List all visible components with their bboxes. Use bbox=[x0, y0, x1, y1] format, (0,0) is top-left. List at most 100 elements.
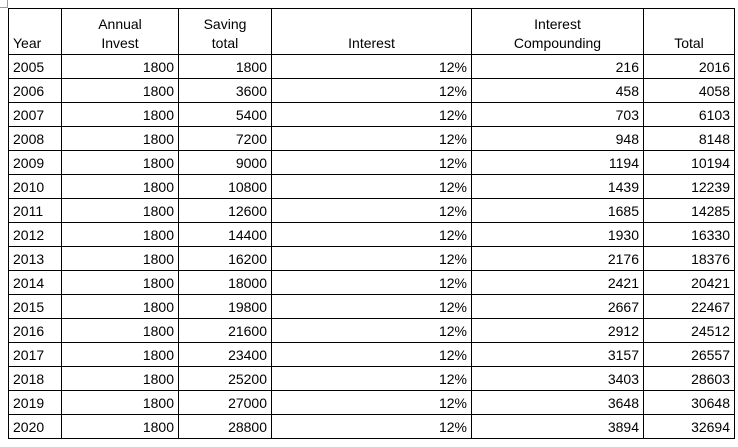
cell-year[interactable]: 2005 bbox=[8, 54, 62, 79]
cell-interest[interactable]: 12% bbox=[271, 150, 472, 175]
cell-year[interactable]: 2012 bbox=[8, 222, 62, 247]
cell-year[interactable]: 2006 bbox=[8, 78, 62, 103]
cell-interest[interactable]: 12% bbox=[271, 126, 472, 151]
cell-annual-invest[interactable]: 1800 bbox=[61, 246, 179, 271]
cell-total[interactable]: 4058 bbox=[643, 78, 735, 103]
cell-annual-invest[interactable]: 1800 bbox=[61, 318, 179, 343]
cell-annual-invest[interactable]: 1800 bbox=[61, 222, 179, 247]
cell-saving-total[interactable]: 14400 bbox=[178, 222, 272, 247]
cell-total[interactable]: 28603 bbox=[643, 366, 735, 391]
cell-interest-compounding[interactable]: 948 bbox=[471, 126, 644, 151]
cell-interest[interactable]: 12% bbox=[271, 366, 472, 391]
cell-year[interactable]: 2016 bbox=[8, 318, 62, 343]
cell-saving-total[interactable]: 27000 bbox=[178, 390, 272, 415]
cell-interest-compounding[interactable]: 3648 bbox=[471, 390, 644, 415]
cell-year[interactable]: 2009 bbox=[8, 150, 62, 175]
cell-interest[interactable]: 12% bbox=[271, 54, 472, 79]
header-annual-invest[interactable]: Annual Invest bbox=[61, 8, 179, 55]
cell-saving-total[interactable]: 18000 bbox=[178, 270, 272, 295]
cell-interest[interactable]: 12% bbox=[271, 270, 472, 295]
cell-year[interactable]: 2017 bbox=[8, 342, 62, 367]
cell-total[interactable]: 22467 bbox=[643, 294, 735, 319]
header-total[interactable]: Total bbox=[643, 8, 735, 55]
cell-interest-compounding[interactable]: 1930 bbox=[471, 222, 644, 247]
cell-total[interactable]: 12239 bbox=[643, 174, 735, 199]
cell-total[interactable]: 20421 bbox=[643, 270, 735, 295]
cell-interest-compounding[interactable]: 2912 bbox=[471, 318, 644, 343]
cell-total[interactable]: 18376 bbox=[643, 246, 735, 271]
cell-saving-total[interactable]: 25200 bbox=[178, 366, 272, 391]
header-interest-compounding[interactable]: Interest Compounding bbox=[471, 8, 644, 55]
cell-interest[interactable]: 12% bbox=[271, 174, 472, 199]
cell-annual-invest[interactable]: 1800 bbox=[61, 342, 179, 367]
cell-saving-total[interactable]: 16200 bbox=[178, 246, 272, 271]
cell-interest-compounding[interactable]: 1194 bbox=[471, 150, 644, 175]
cell-interest[interactable]: 12% bbox=[271, 390, 472, 415]
cell-year[interactable]: 2018 bbox=[8, 366, 62, 391]
cell-interest[interactable]: 12% bbox=[271, 198, 472, 223]
cell-interest-compounding[interactable]: 3403 bbox=[471, 366, 644, 391]
cell-annual-invest[interactable]: 1800 bbox=[61, 270, 179, 295]
cell-year[interactable]: 2014 bbox=[8, 270, 62, 295]
cell-interest[interactable]: 12% bbox=[271, 414, 472, 439]
cell-interest[interactable]: 12% bbox=[271, 318, 472, 343]
header-year[interactable]: Year bbox=[8, 8, 62, 55]
cell-saving-total[interactable]: 10800 bbox=[178, 174, 272, 199]
cell-total[interactable]: 30648 bbox=[643, 390, 735, 415]
header-interest[interactable]: Interest bbox=[271, 8, 472, 55]
cell-annual-invest[interactable]: 1800 bbox=[61, 198, 179, 223]
cell-saving-total[interactable]: 9000 bbox=[178, 150, 272, 175]
cell-total[interactable]: 26557 bbox=[643, 342, 735, 367]
header-saving-total[interactable]: Saving total bbox=[178, 8, 272, 55]
cell-annual-invest[interactable]: 1800 bbox=[61, 366, 179, 391]
cell-annual-invest[interactable]: 1800 bbox=[61, 294, 179, 319]
cell-interest-compounding[interactable]: 1685 bbox=[471, 198, 644, 223]
cell-interest-compounding[interactable]: 2421 bbox=[471, 270, 644, 295]
cell-total[interactable]: 2016 bbox=[643, 54, 735, 79]
cell-interest[interactable]: 12% bbox=[271, 102, 472, 127]
cell-interest-compounding[interactable]: 2176 bbox=[471, 246, 644, 271]
cell-interest-compounding[interactable]: 1439 bbox=[471, 174, 644, 199]
cell-year[interactable]: 2013 bbox=[8, 246, 62, 271]
cell-total[interactable]: 14285 bbox=[643, 198, 735, 223]
cell-annual-invest[interactable]: 1800 bbox=[61, 78, 179, 103]
cell-saving-total[interactable]: 28800 bbox=[178, 414, 272, 439]
cell-interest[interactable]: 12% bbox=[271, 78, 472, 103]
cell-saving-total[interactable]: 7200 bbox=[178, 126, 272, 151]
cell-interest[interactable]: 12% bbox=[271, 246, 472, 271]
cell-interest-compounding[interactable]: 3157 bbox=[471, 342, 644, 367]
cell-interest-compounding[interactable]: 216 bbox=[471, 54, 644, 79]
cell-total[interactable]: 6103 bbox=[643, 102, 735, 127]
cell-year[interactable]: 2019 bbox=[8, 390, 62, 415]
cell-year[interactable]: 2020 bbox=[8, 414, 62, 439]
cell-year[interactable]: 2008 bbox=[8, 126, 62, 151]
cell-saving-total[interactable]: 21600 bbox=[178, 318, 272, 343]
cell-interest-compounding[interactable]: 3894 bbox=[471, 414, 644, 439]
cell-total[interactable]: 24512 bbox=[643, 318, 735, 343]
cell-annual-invest[interactable]: 1800 bbox=[61, 414, 179, 439]
cell-saving-total[interactable]: 1800 bbox=[178, 54, 272, 79]
cell-total[interactable]: 16330 bbox=[643, 222, 735, 247]
cell-interest[interactable]: 12% bbox=[271, 222, 472, 247]
cell-saving-total[interactable]: 5400 bbox=[178, 102, 272, 127]
cell-year[interactable]: 2010 bbox=[8, 174, 62, 199]
cell-interest[interactable]: 12% bbox=[271, 342, 472, 367]
cell-annual-invest[interactable]: 1800 bbox=[61, 54, 179, 79]
cell-saving-total[interactable]: 19800 bbox=[178, 294, 272, 319]
cell-interest-compounding[interactable]: 2667 bbox=[471, 294, 644, 319]
cell-year[interactable]: 2011 bbox=[8, 198, 62, 223]
cell-annual-invest[interactable]: 1800 bbox=[61, 174, 179, 199]
cell-total[interactable]: 32694 bbox=[643, 414, 735, 439]
cell-annual-invest[interactable]: 1800 bbox=[61, 102, 179, 127]
cell-annual-invest[interactable]: 1800 bbox=[61, 126, 179, 151]
cell-saving-total[interactable]: 3600 bbox=[178, 78, 272, 103]
cell-annual-invest[interactable]: 1800 bbox=[61, 390, 179, 415]
cell-annual-invest[interactable]: 1800 bbox=[61, 150, 179, 175]
cell-interest-compounding[interactable]: 703 bbox=[471, 102, 644, 127]
cell-saving-total[interactable]: 12600 bbox=[178, 198, 272, 223]
cell-year[interactable]: 2015 bbox=[8, 294, 62, 319]
cell-interest[interactable]: 12% bbox=[271, 294, 472, 319]
cell-saving-total[interactable]: 23400 bbox=[178, 342, 272, 367]
cell-total[interactable]: 10194 bbox=[643, 150, 735, 175]
cell-year[interactable]: 2007 bbox=[8, 102, 62, 127]
